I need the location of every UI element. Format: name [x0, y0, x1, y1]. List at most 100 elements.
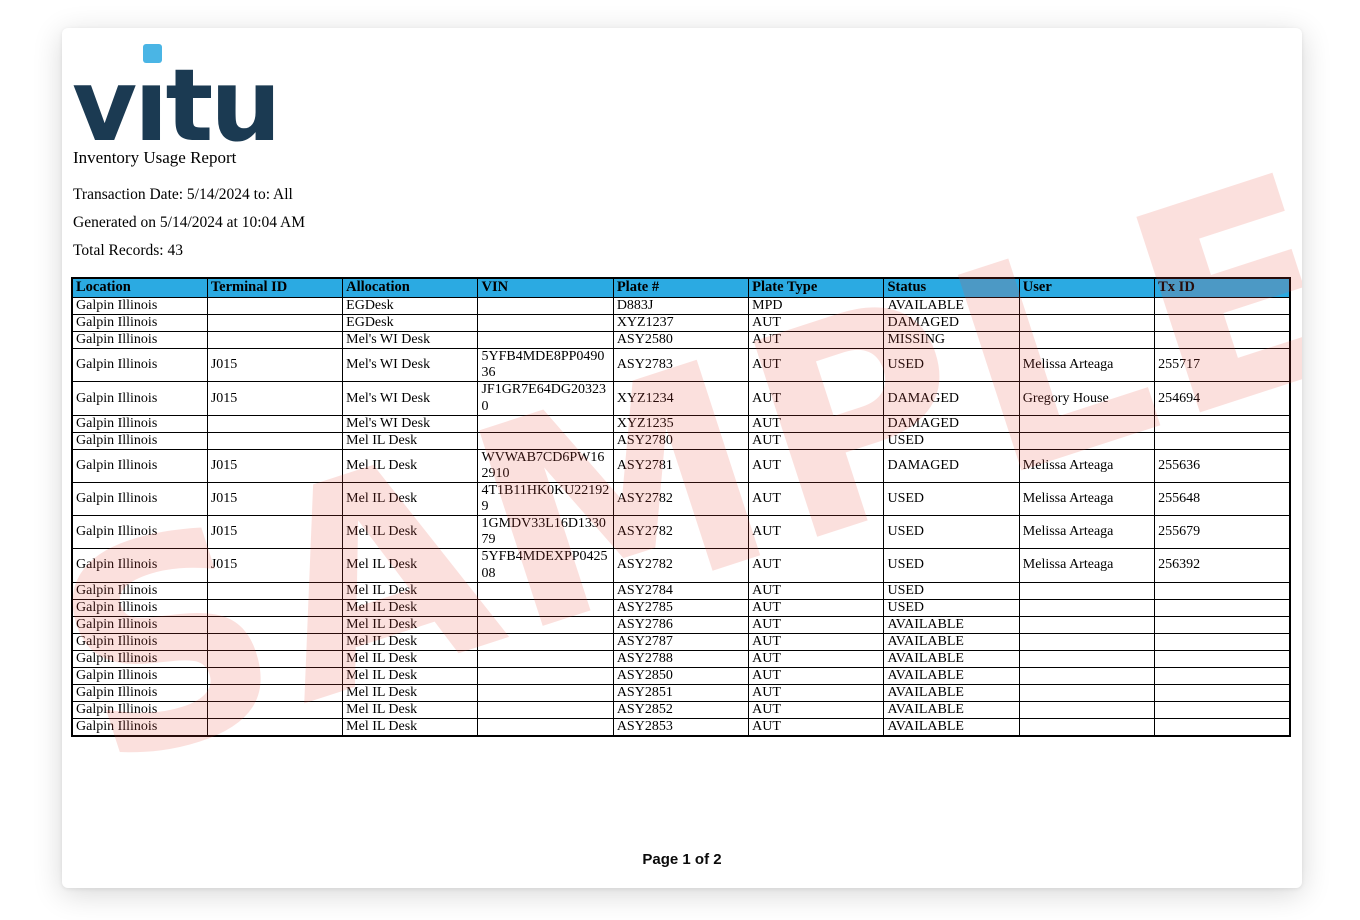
- table-cell: XYZ1234: [612, 381, 750, 416]
- table-cell: [1154, 649, 1291, 669]
- table-row: Galpin Illinois J015 Mel's WI Desk 5YFB4MDE…: [71, 348, 1291, 383]
- table-cell: Mel's WI Desk: [342, 348, 479, 383]
- column-header: Status: [883, 277, 1020, 298]
- table-cell: AUT: [748, 331, 885, 350]
- table-cell: AVAILABLE: [883, 649, 1020, 669]
- vitu-logo-wordmark: vıtu: [72, 47, 281, 164]
- table-row: Galpin Illinois Mel IL Desk ASY2851 AUT AVAI…: [71, 684, 1291, 703]
- table-cell: ASY2782: [612, 482, 750, 517]
- table-cell: [477, 632, 614, 651]
- table-cell: Galpin Illinois: [71, 649, 208, 669]
- column-header: Plate #: [612, 277, 750, 298]
- table-cell: [477, 615, 614, 634]
- table-row: Galpin Illinois J015 Mel IL Desk 4T1B11HK0K…: [71, 482, 1291, 517]
- column-header: Tx ID: [1154, 277, 1291, 298]
- table-cell: [1154, 598, 1291, 617]
- table-cell: ASY2787: [612, 632, 750, 651]
- table-cell: [1154, 718, 1291, 737]
- page-title: Inventory Usage Report: [73, 148, 237, 167]
- table-cell: [1018, 581, 1156, 600]
- table-cell: AUT: [748, 649, 885, 669]
- table-cell: Mel IL Desk: [342, 718, 479, 737]
- table-cell: [206, 314, 344, 333]
- table-cell: ASY2783: [612, 348, 750, 383]
- table-cell: 255636: [1154, 448, 1291, 484]
- table-cell: Mel IL Desk: [342, 701, 479, 720]
- table-cell: XYZ1235: [612, 414, 750, 433]
- table-cell: AVAILABLE: [883, 718, 1020, 737]
- table-cell: D883J: [612, 296, 750, 316]
- report-table: Location Terminal ID Allocation VIN Plate # P…: [71, 277, 1291, 738]
- table-cell: [1018, 296, 1156, 316]
- table-cell: J015: [206, 515, 344, 550]
- table-cell: AVAILABLE: [883, 296, 1020, 316]
- table-row: Galpin Illinois Mel's WI Desk XYZ1235 AUT DA…: [71, 414, 1291, 433]
- table-cell: [206, 667, 344, 686]
- table-cell: JF1GR7E64DG203230: [477, 381, 614, 416]
- table-header-row: Location Terminal ID Allocation VIN Plate # P…: [71, 277, 1291, 298]
- table-cell: ASY2782: [612, 515, 750, 550]
- table-cell: 4T1B11HK0KU221929: [477, 482, 614, 517]
- table-cell: Mel IL Desk: [342, 431, 479, 450]
- table-cell: Mel IL Desk: [342, 649, 479, 669]
- table-cell: Mel's WI Desk: [342, 414, 479, 433]
- table-row: Galpin Illinois J015 Mel IL Desk 5YFB4MDEXP…: [71, 548, 1291, 583]
- table-cell: AUT: [748, 667, 885, 686]
- table-cell: [206, 331, 344, 350]
- column-header: Location: [71, 277, 208, 298]
- table-cell: ASY2785: [612, 598, 750, 617]
- table-cell: AVAILABLE: [883, 684, 1020, 703]
- table-cell: AVAILABLE: [883, 701, 1020, 720]
- table-cell: [206, 701, 344, 720]
- table-cell: ASY2786: [612, 615, 750, 634]
- table-cell: Galpin Illinois: [71, 701, 208, 720]
- table-cell: Galpin Illinois: [71, 598, 208, 617]
- table-cell: Galpin Illinois: [71, 548, 208, 583]
- table-body: Galpin Illinois EGDesk D883J MPD AVAILABLE Ga…: [71, 296, 1291, 737]
- table-cell: Galpin Illinois: [71, 414, 208, 433]
- table-cell: Mel IL Desk: [342, 667, 479, 686]
- table-cell: AUT: [748, 348, 885, 383]
- table-cell: [206, 632, 344, 651]
- table-cell: [477, 296, 614, 316]
- table-cell: Mel's WI Desk: [342, 331, 479, 350]
- table-cell: Mel IL Desk: [342, 598, 479, 617]
- column-header: Allocation: [342, 277, 479, 298]
- table-cell: AUT: [748, 615, 885, 634]
- table-cell: [206, 615, 344, 634]
- table-cell: Galpin Illinois: [71, 381, 208, 416]
- table-cell: [1018, 684, 1156, 703]
- table-cell: DAMAGED: [883, 414, 1020, 433]
- table-cell: [1018, 718, 1156, 737]
- table-cell: Melissa Arteaga: [1018, 482, 1156, 517]
- table-cell: AUT: [748, 414, 885, 433]
- table-cell: [1018, 331, 1156, 350]
- table-cell: [206, 296, 344, 316]
- table-cell: USED: [883, 598, 1020, 617]
- table-row: Galpin Illinois Mel IL Desk ASY2852 AUT AVAI…: [71, 701, 1291, 720]
- table-cell: Galpin Illinois: [71, 296, 208, 316]
- table-cell: Galpin Illinois: [71, 667, 208, 686]
- table-cell: ASY2788: [612, 649, 750, 669]
- table-cell: DAMAGED: [883, 381, 1020, 416]
- total-records-line: Total Records: 43: [73, 242, 183, 259]
- table-cell: USED: [883, 348, 1020, 383]
- table-cell: AUT: [748, 381, 885, 416]
- table-cell: AUT: [748, 548, 885, 583]
- table-cell: ASY2851: [612, 684, 750, 703]
- table-cell: Galpin Illinois: [71, 482, 208, 517]
- table-row: Galpin Illinois Mel IL Desk ASY2850 AUT AVAI…: [71, 667, 1291, 686]
- table-cell: [206, 414, 344, 433]
- vitu-logo: vıtu: [72, 38, 332, 156]
- table-cell: Mel IL Desk: [342, 684, 479, 703]
- table-row: Galpin Illinois EGDesk XYZ1237 AUT DAMAGED: [71, 314, 1291, 333]
- table-cell: Mel IL Desk: [342, 515, 479, 550]
- table-cell: J015: [206, 448, 344, 484]
- table-cell: AUT: [748, 515, 885, 550]
- column-header: Terminal ID: [206, 277, 344, 298]
- table-cell: USED: [883, 431, 1020, 450]
- table-cell: AUT: [748, 684, 885, 703]
- table-cell: ASY2850: [612, 667, 750, 686]
- table-cell: AUT: [748, 448, 885, 484]
- table-cell: Galpin Illinois: [71, 684, 208, 703]
